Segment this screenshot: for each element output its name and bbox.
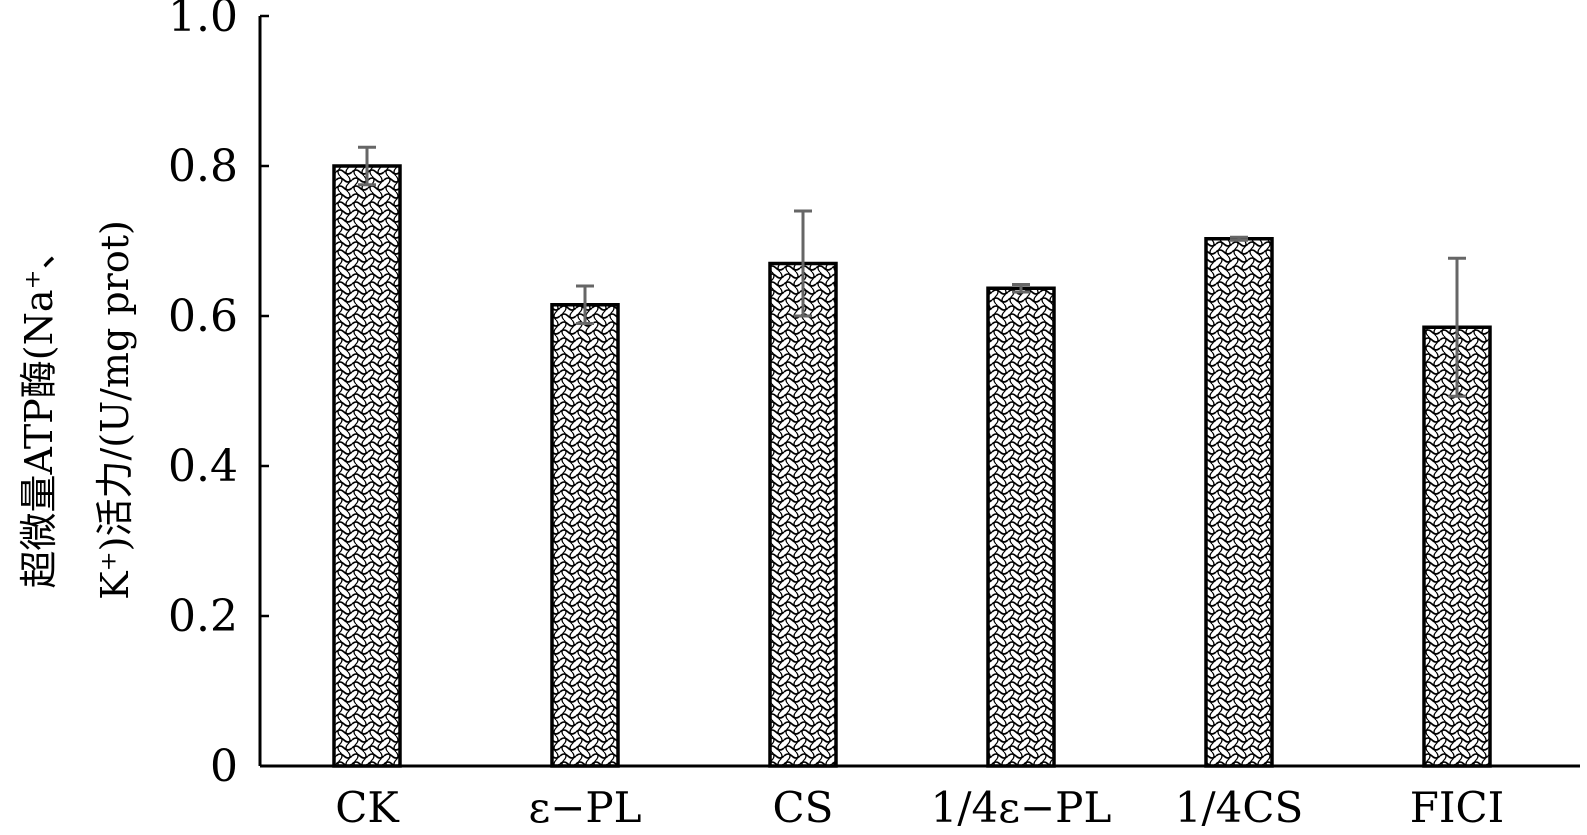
bar [1204, 237, 1274, 768]
y-axis-label: 超微量ATP酶(Na⁺、 K⁺)活力/(U/mg prot) [17, 220, 137, 600]
x-category-label: 1/4ε−PL [931, 783, 1112, 832]
y-tick-label: 0.6 [168, 291, 238, 342]
bar [332, 164, 402, 768]
y-axis-ticks: 0 0.2 0.4 0.6 0.8 1.0 [168, 0, 269, 792]
x-category-label: FICI [1410, 783, 1504, 832]
y-tick-label: 0 [210, 741, 238, 792]
x-category-label: ε−PL [528, 783, 641, 832]
x-category-label: CK [335, 783, 400, 832]
bars [332, 164, 1492, 768]
x-category-label: 1/4CS [1175, 783, 1304, 832]
y-axis-label-line1: 超微量ATP酶(Na⁺、 [17, 231, 61, 588]
bar [986, 286, 1056, 768]
bar [768, 261, 838, 768]
x-category-label: CS [773, 783, 834, 832]
y-tick-label: 1.0 [168, 0, 238, 42]
bar [550, 303, 620, 768]
error-bars [358, 145, 1466, 398]
y-tick-label: 0.2 [168, 591, 238, 642]
y-tick-label: 0.4 [168, 441, 238, 492]
x-axis-categories: CK ε−PL CS 1/4ε−PL 1/4CS FICI [335, 783, 1504, 832]
y-tick-label: 0.8 [168, 141, 238, 192]
y-axis-label-line2: K⁺)活力/(U/mg prot) [93, 220, 137, 600]
